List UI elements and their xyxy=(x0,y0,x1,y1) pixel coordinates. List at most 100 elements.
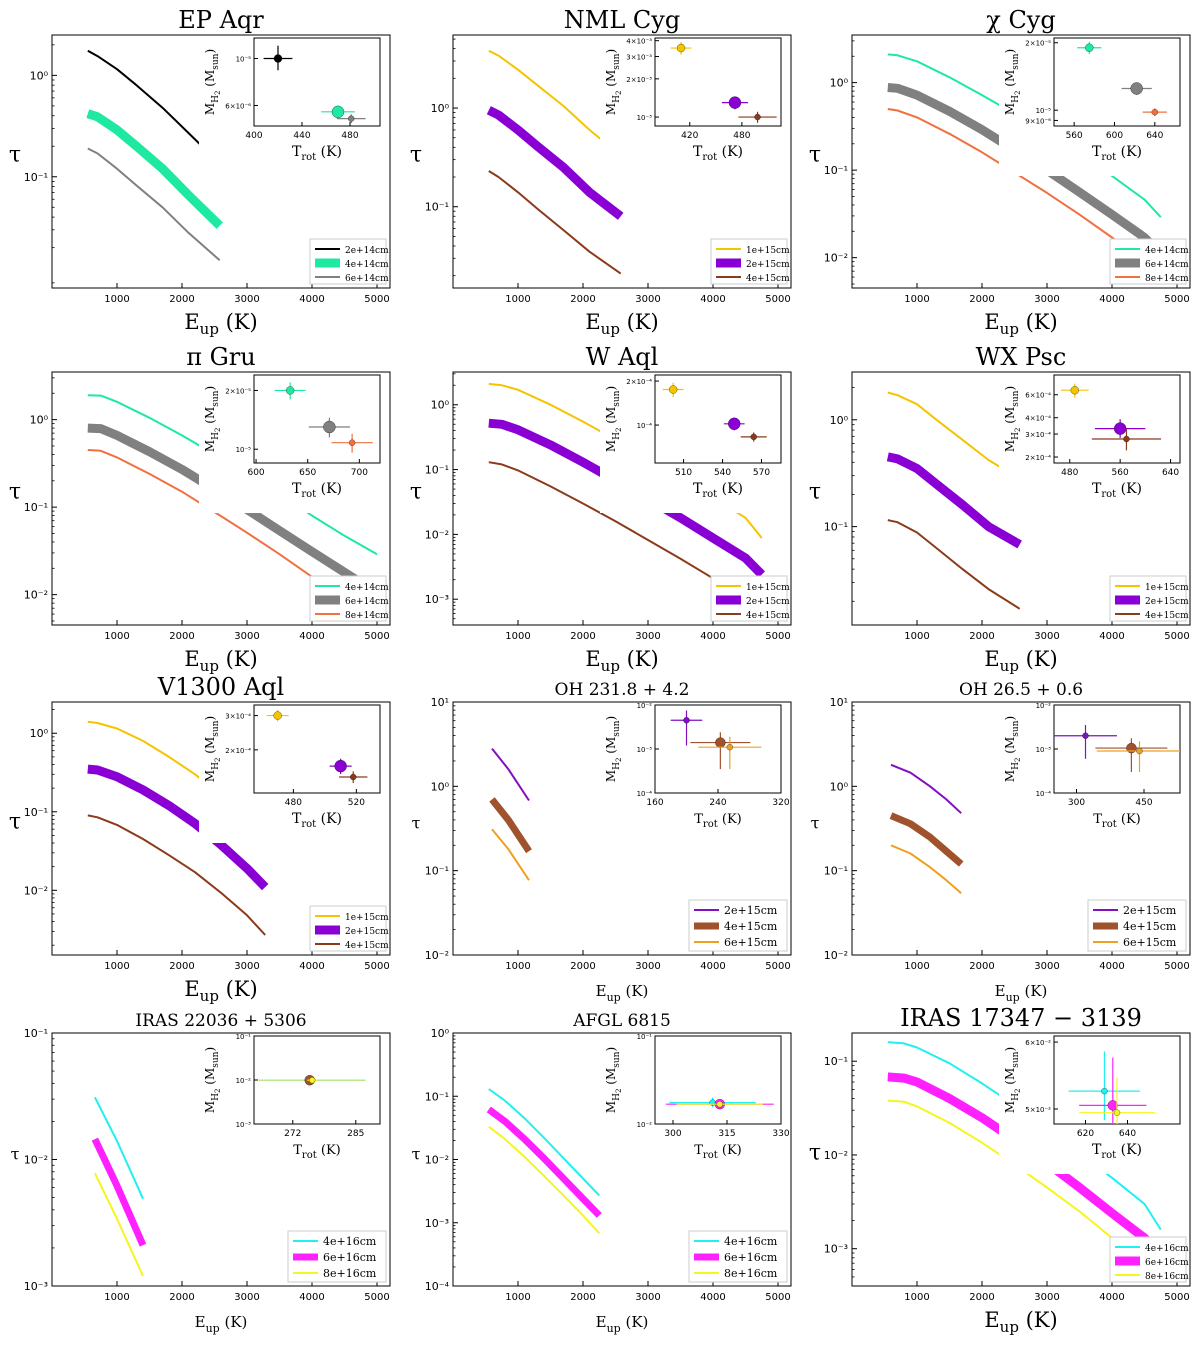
legend-label: 6e+15cm xyxy=(724,936,778,949)
inset-x-tick-label: 640 xyxy=(1119,1129,1136,1139)
legend-label: 1e+15cm xyxy=(345,913,389,923)
inset-y-label-unit: (M xyxy=(1003,407,1017,428)
inset-y-label-unit: (M xyxy=(1003,1068,1017,1089)
inset-y-label-unit-sub: sun xyxy=(612,1051,622,1067)
inset-y-label-unit-sub: sun xyxy=(1011,720,1021,736)
panel-1: EP Aqr 1000 2000 3000 4000 5000 10⁻¹ 10⁰ Eup (K)… xyxy=(9,6,391,338)
y-axis-label: τ xyxy=(9,480,21,505)
data-point xyxy=(350,773,357,781)
x-axis-label-main: E xyxy=(195,1313,206,1331)
inset-x-tick-label: 650 xyxy=(299,468,316,478)
inset-frame xyxy=(654,374,782,464)
inset-y-tick-label: 10⁻³ xyxy=(637,746,653,754)
inset-y-label-main: M xyxy=(604,1101,618,1113)
inset-points xyxy=(1068,1051,1155,1124)
x-tick-label: 1000 xyxy=(104,1292,129,1303)
inset: 300 315 330 10⁻² 10⁻¹ Trot (K) MH2 (Msun) xyxy=(600,1033,790,1174)
inset-x-label: Trot (K) xyxy=(1092,144,1142,163)
legend: 2e+15cm 4e+15cm 6e+15cm xyxy=(1087,899,1187,952)
legend-label: 2e+15cm xyxy=(1123,904,1177,917)
x-axis-label-sub: up xyxy=(200,987,219,1005)
x-tick-label: 4000 xyxy=(700,961,725,972)
inset: 400 440 480 6×10⁻⁶ 10⁻⁵ Trot (K) MH2 (Msun) xyxy=(199,36,387,176)
x-axis-label-main: E xyxy=(984,1308,999,1332)
inset-y-label-unit-sub: sun xyxy=(612,390,622,406)
legend-label: 8e+14cm xyxy=(1145,274,1189,284)
x-axis-label-main: E xyxy=(984,310,999,334)
inset-y-label-sub: H xyxy=(211,95,221,103)
x-tick-label: 2000 xyxy=(169,961,194,972)
data-point xyxy=(1123,435,1130,443)
y-tick-label: 10⁻¹ xyxy=(425,1090,449,1103)
data-point xyxy=(1085,43,1094,52)
legend-label: 2e+15cm xyxy=(724,904,778,917)
x-tick-label: 3000 xyxy=(635,1292,660,1303)
series-line-4e+15cm xyxy=(887,519,1021,610)
series-line-6e+16cm xyxy=(486,1106,602,1218)
inset-frame xyxy=(654,37,782,127)
inset-x-label-main: T xyxy=(292,811,302,827)
inset-x-label-sub: rot xyxy=(703,1150,718,1161)
inset-y-tick-label: 10⁻² xyxy=(637,702,653,710)
inset-points xyxy=(662,382,767,442)
inset-x-label-unit: (K) xyxy=(717,144,743,160)
inset-y-label-close: ) xyxy=(604,1047,618,1052)
series-line-2e+15cm xyxy=(890,763,962,814)
inset-x-label: Trot (K) xyxy=(1092,1142,1142,1161)
inset-y-label-close: ) xyxy=(203,716,217,721)
inset-y-label: MH2 (Msun) xyxy=(203,386,222,452)
x-tick-label: 2000 xyxy=(969,961,994,972)
x-axis-label-unit: (K) xyxy=(1019,310,1058,334)
y-tick-label: 10⁻³ xyxy=(824,1243,848,1256)
series-line-4e+15cm xyxy=(87,814,266,936)
x-axis-label-unit: (K) xyxy=(219,310,258,334)
legend-label: 6e+14cm xyxy=(345,597,389,607)
x-axis-label-main: E xyxy=(984,647,999,671)
y-tick-label: 10⁻² xyxy=(24,589,48,602)
inset: 480 520 2×10⁻⁴ 3×10⁻⁴ Trot (K) MH2 (Msun) xyxy=(199,703,387,843)
inset-x-tick-label: 315 xyxy=(718,1129,735,1139)
panel-11: AFGL 6815 1000 2000 3000 4000 5000 10⁻⁴ 10⁻³ 10⁻… xyxy=(412,1011,792,1335)
panel-2: NML Cyg 1000 2000 3000 4000 5000 10⁻¹ 10⁰ Eup (K… xyxy=(410,6,792,338)
x-tick-label: 1000 xyxy=(104,294,129,305)
x-tick-label: 1000 xyxy=(904,1292,929,1303)
y-tick-label: 10⁻¹ xyxy=(425,201,449,214)
inset-x-label: Trot (K) xyxy=(694,1143,742,1161)
x-tick-label: 5000 xyxy=(1164,294,1189,305)
inset-points xyxy=(263,45,366,124)
inset: 620 640 5×10⁻² 6×10⁻² Trot (K) MH2 (Msun) xyxy=(999,1034,1187,1174)
x-axis-label-sub: up xyxy=(1000,657,1019,675)
x-axis-label-sub: up xyxy=(1000,1318,1019,1336)
inset-y-label-main: M xyxy=(1003,1101,1017,1113)
x-axis-label-unit: (K) xyxy=(219,977,258,1001)
data-point xyxy=(728,417,741,430)
inset-y-label-unit: (M xyxy=(203,70,217,91)
series-line-6e+15cm xyxy=(890,844,962,894)
inset-x-tick-label: 240 xyxy=(709,798,726,808)
inset: 300 450 10⁻⁴ 10⁻³ 10⁻² Trot (K) MH2 (Msun) xyxy=(999,702,1187,843)
series-line-4e+16cm xyxy=(488,1088,601,1197)
inset-y-label: MH2 (Msun) xyxy=(604,386,623,452)
data-point xyxy=(1136,747,1143,755)
data-point xyxy=(716,1101,723,1108)
panel-title: χ Cyg xyxy=(986,6,1055,34)
inset-y-label-unit-sub: sun xyxy=(211,390,221,406)
inset-y-label-unit: (M xyxy=(604,70,618,91)
inset-y-label-unit-sub: sun xyxy=(612,720,622,736)
inset-y-label: MH2 (Msun) xyxy=(604,49,623,115)
inset-x-tick-label: 640 xyxy=(1162,468,1179,478)
legend: 4e+14cm 6e+14cm 8e+14cm xyxy=(1109,238,1189,285)
y-tick-label: 10⁻¹ xyxy=(824,164,848,177)
inset-y-tick-label: 3×10⁻⁴ xyxy=(1025,431,1051,439)
y-tick-label: 10⁻² xyxy=(24,1154,48,1167)
inset-frame xyxy=(253,374,381,464)
series-line-6e+15cm xyxy=(491,828,530,881)
inset-x-tick-label: 620 xyxy=(1077,1129,1094,1139)
inset: 272 285 10⁻³ 10⁻² 10⁻¹ Trot (K) MH2 (Msun) xyxy=(199,1033,387,1174)
inset-x-label-sub: rot xyxy=(702,152,717,163)
inset-y-label-subsub: 2 xyxy=(615,1089,623,1093)
inset-x-label: Trot (K) xyxy=(693,144,743,163)
legend-label: 4e+14cm xyxy=(1145,246,1189,256)
x-axis-label: Eup (K) xyxy=(596,982,649,1004)
